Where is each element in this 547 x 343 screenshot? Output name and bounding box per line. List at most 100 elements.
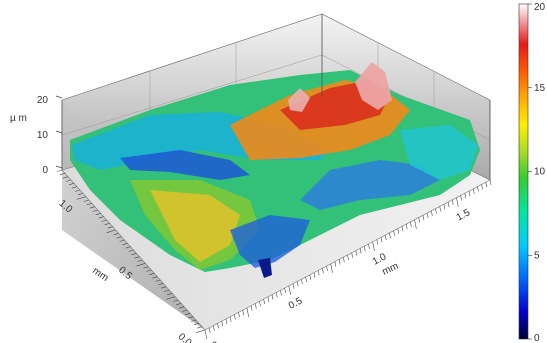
x-axis-tick <box>309 274 312 280</box>
y-tick-label: 0.0 <box>176 331 194 343</box>
x-axis-tick <box>372 241 375 251</box>
y-axis-tick <box>185 313 191 316</box>
surface-blue-right <box>300 160 440 210</box>
x-axis-tick <box>208 327 211 333</box>
x-axis-tick <box>263 299 265 305</box>
x-axis-tick <box>204 329 208 340</box>
x-axis-tick <box>355 250 358 256</box>
y-axis-tick <box>179 306 185 309</box>
y-axis-tick <box>59 173 66 176</box>
colorbar-tick-label: 5 <box>534 250 540 261</box>
y-axis-tick <box>137 259 143 262</box>
x-tick-label: 1.5 <box>455 207 473 223</box>
y-axis-tick <box>166 296 176 300</box>
y-axis-tick <box>131 253 137 256</box>
y-axis-tick <box>176 303 182 306</box>
y-axis-tick <box>56 169 63 172</box>
colorbar-tick-label: 15 <box>534 83 546 94</box>
z-tick-label: 0 <box>42 165 48 176</box>
x-axis-tick <box>334 261 337 267</box>
y-axis-tick <box>76 196 86 200</box>
x-axis-ticks <box>204 179 492 340</box>
x-axis-tick <box>477 186 479 192</box>
y-axis-tick <box>155 279 161 282</box>
x-axis-tick <box>447 201 450 208</box>
z-tick-label: 10 <box>37 130 49 141</box>
y-axis-tick <box>104 223 110 226</box>
surface-peak-left-pink <box>288 88 310 112</box>
x-axis-tick <box>401 226 404 232</box>
z-axis-label: µ m <box>10 113 27 124</box>
colorbar-ticks <box>528 3 532 340</box>
y-axis-tick <box>86 203 92 206</box>
x-axis-tick <box>468 190 471 197</box>
x-axis-tick <box>376 239 379 245</box>
surface-blue-channel <box>120 150 250 180</box>
x-axis-tick <box>330 263 333 273</box>
y-axis-tick <box>182 309 188 312</box>
x-axis-tick <box>439 206 442 212</box>
surface-front-blue <box>230 215 310 268</box>
y-axis-tick <box>83 199 89 202</box>
x-axis-tick <box>271 294 274 300</box>
x-tick-label: 0.0 <box>203 339 221 343</box>
y-axis-tick <box>71 186 77 189</box>
colorbar <box>518 3 529 340</box>
y-axis-tick <box>77 193 83 196</box>
x-axis-tick <box>343 257 345 263</box>
x-axis-tick <box>284 288 286 294</box>
x-axis-tick <box>422 215 425 221</box>
y-axis-tick <box>164 289 170 292</box>
colorbar-tick-label: 20 <box>534 2 546 13</box>
y-axis-tick <box>113 233 119 236</box>
x-axis-tick <box>305 277 307 283</box>
x-axis-tick <box>267 296 270 302</box>
y-axis-tick <box>143 266 149 269</box>
x-axis-tick <box>384 235 387 241</box>
x-axis-tick <box>431 210 433 216</box>
x-axis-tick <box>410 221 412 227</box>
x-axis-tick <box>393 230 395 236</box>
x-axis-tick <box>280 290 282 296</box>
x-axis-tick <box>313 272 316 278</box>
x-axis-tick <box>481 184 483 190</box>
x-axis-tick <box>213 325 215 331</box>
y-axis-tick <box>161 286 167 289</box>
x-axis-tick <box>380 237 383 243</box>
x-axis-tick <box>322 268 324 274</box>
y-axis-tick <box>74 189 80 192</box>
box-edges <box>61 14 491 180</box>
x-axis-tick <box>351 252 353 258</box>
x-axis-tick <box>296 281 299 287</box>
x-axis-tick <box>485 182 488 188</box>
colorbar-tick-label: 10 <box>534 167 546 178</box>
y-axis-tick <box>173 299 179 302</box>
x-axis-tick <box>225 318 228 325</box>
y-axis-tick <box>98 216 104 219</box>
surface-yellow-front <box>150 190 240 262</box>
x-axis-tick <box>292 283 295 289</box>
x-axis-tick <box>368 243 370 250</box>
y-axis-tick <box>187 316 194 319</box>
x-axis-tick <box>451 199 454 205</box>
y-axis-tick <box>92 209 98 212</box>
x-axis-tick <box>238 312 240 318</box>
x-axis-tick <box>389 232 391 239</box>
surface-cyan-right <box>400 125 478 180</box>
x-axis-tick <box>456 197 459 207</box>
x-axis-tick <box>359 248 362 254</box>
z-axis <box>55 95 63 169</box>
y-axis-tick <box>106 229 116 233</box>
x-axis-tick <box>246 307 250 317</box>
z-tick-label: 20 <box>37 95 49 106</box>
y-axis-tick <box>89 206 95 209</box>
x-tick-label: 0.5 <box>287 295 305 311</box>
y-axis-tick <box>62 176 69 179</box>
x-axis-tick <box>489 179 492 186</box>
y-axis-ticks <box>56 169 206 333</box>
y-axis-tick <box>122 243 128 246</box>
x-axis-tick <box>275 292 278 298</box>
x-axis-tick <box>317 270 320 276</box>
surface-topography <box>70 62 480 278</box>
